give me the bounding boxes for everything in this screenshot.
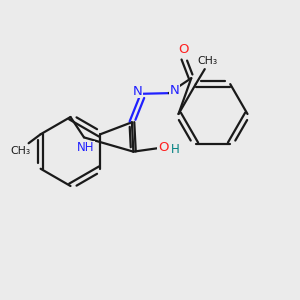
Text: CH₃: CH₃ — [198, 56, 218, 66]
Text: N: N — [169, 84, 179, 97]
Text: CH₃: CH₃ — [11, 146, 31, 156]
Text: O: O — [158, 141, 169, 154]
Text: N: N — [133, 85, 143, 98]
Text: NH: NH — [77, 141, 94, 154]
Text: O: O — [178, 43, 189, 56]
Text: H: H — [171, 143, 180, 156]
